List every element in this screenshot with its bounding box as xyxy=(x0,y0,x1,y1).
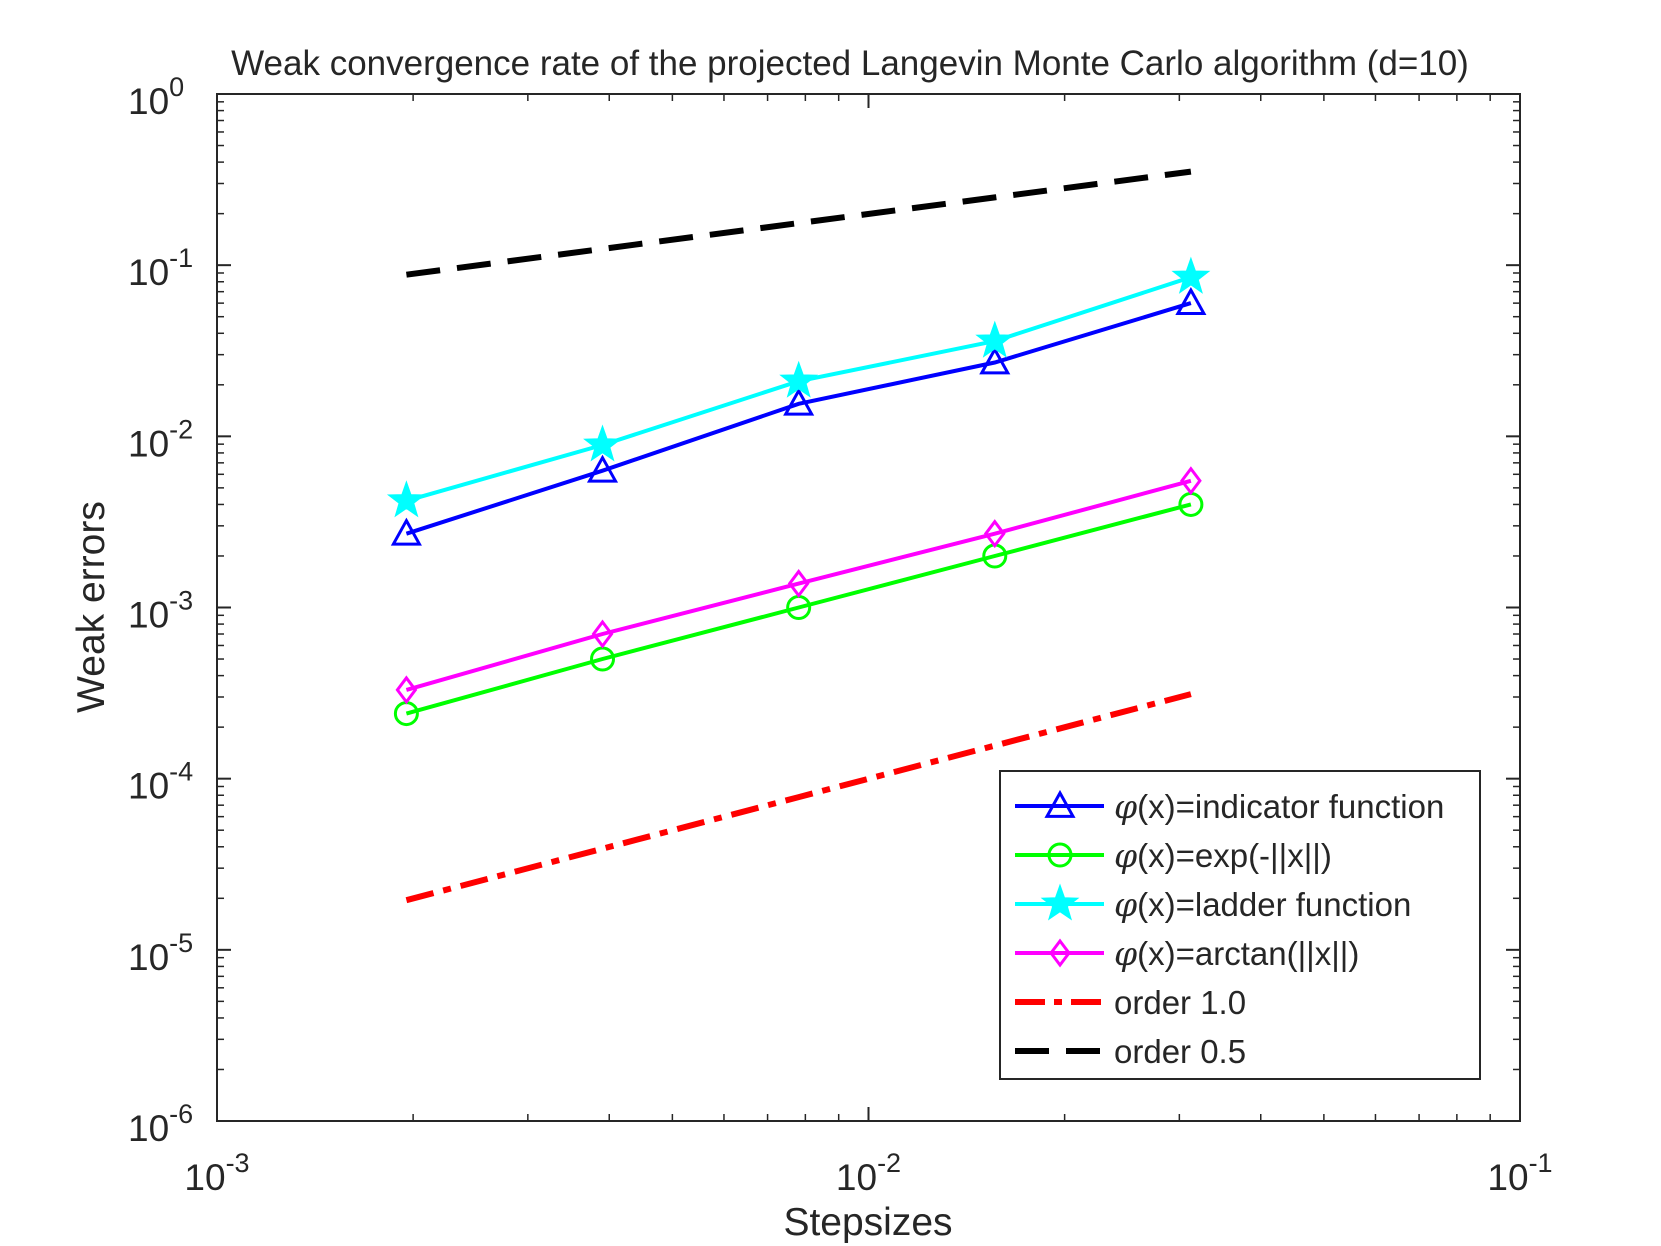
series-order1 xyxy=(405,691,1192,904)
y-tick-label: 10-5 xyxy=(128,928,193,978)
data-point-ladder xyxy=(386,480,426,518)
legend-item-exp: φ(x)=exp(-||x||) xyxy=(1015,836,1332,875)
data-point-ladder xyxy=(1171,256,1211,294)
series-exp xyxy=(393,491,1204,727)
x-tick-label: 10-1 xyxy=(1487,1148,1552,1198)
data-point-arctan xyxy=(787,569,810,599)
y-axis-label: Weak errors xyxy=(70,501,113,713)
data-point-arctan xyxy=(983,519,1006,549)
data-point-arctan xyxy=(395,675,418,705)
series-line-arctan xyxy=(405,478,1192,692)
series-arctan xyxy=(395,466,1202,705)
data-point-indicator xyxy=(979,346,1011,375)
legend-item-order05: order 0.5 xyxy=(1015,1033,1246,1070)
data-point-ladder xyxy=(583,424,622,462)
legend-item-ladder: φ(x)=ladder function xyxy=(1015,883,1411,924)
series-line-indicator xyxy=(405,301,1192,536)
series-line-order1 xyxy=(405,691,1192,904)
minor-ticks xyxy=(217,94,1520,1121)
y-tick-label: 100 xyxy=(128,72,184,122)
legend-marker xyxy=(1047,842,1073,868)
y-tick-label: 10-6 xyxy=(128,1099,193,1149)
legend: φ(x)=indicator function φ(x)=exp(-||x||) φ… xyxy=(999,770,1481,1080)
y-tick-label: 10-4 xyxy=(128,757,193,807)
y-tick-label: 10-2 xyxy=(128,414,193,464)
legend-label: order 0.5 xyxy=(1114,1033,1246,1070)
series-line-exp xyxy=(405,502,1192,716)
data-point-ladder xyxy=(779,360,819,398)
legend-marker xyxy=(1040,883,1080,921)
y-tick-label: 10-1 xyxy=(128,243,193,293)
series-indicator xyxy=(390,287,1207,546)
data-point-indicator xyxy=(586,454,619,483)
legend-label: order 1.0 xyxy=(1114,984,1246,1021)
legend-item-indicator: φ(x)=indicator function xyxy=(1015,787,1444,826)
legend-item-order1: order 1.0 xyxy=(1015,984,1246,1021)
x-axis-ticks: 10-3 10-2 10-1 xyxy=(184,94,1553,1198)
legend-marker xyxy=(1044,789,1076,818)
data-point-arctan xyxy=(1180,466,1202,496)
data-point-indicator xyxy=(783,387,815,416)
legend-label: φ(x)=arctan(||x||) xyxy=(1114,934,1359,973)
y-axis-ticks: 10-6 10-5 10-4 10-3 10-2 10-1 100 xyxy=(128,72,1520,1149)
data-point-indicator xyxy=(1175,287,1207,316)
legend-label: φ(x)=indicator function xyxy=(1114,787,1444,826)
legend-marker xyxy=(1049,938,1071,968)
legend-item-arctan: φ(x)=arctan(||x||) xyxy=(1015,934,1359,973)
legend-label: φ(x)=exp(-||x||) xyxy=(1114,836,1332,875)
plot-area xyxy=(216,93,1521,1122)
series-layer xyxy=(386,168,1211,904)
data-point-exp xyxy=(393,701,419,727)
legend-box xyxy=(999,770,1481,1080)
data-point-arctan xyxy=(591,619,614,649)
x-tick-label: 10-3 xyxy=(184,1148,249,1198)
chart-title: Weak convergence rate of the projected L… xyxy=(231,44,1469,83)
y-tick-label: 10-3 xyxy=(128,586,193,636)
legend-label: φ(x)=ladder function xyxy=(1114,885,1411,924)
series-ladder xyxy=(386,256,1211,518)
data-point-indicator xyxy=(390,517,422,546)
x-axis-label: Stepsizes xyxy=(783,1201,952,1244)
x-tick-label: 10-2 xyxy=(836,1148,901,1198)
series-line-order05 xyxy=(406,168,1192,278)
data-point-ladder xyxy=(975,320,1015,358)
series-order05 xyxy=(406,168,1192,278)
